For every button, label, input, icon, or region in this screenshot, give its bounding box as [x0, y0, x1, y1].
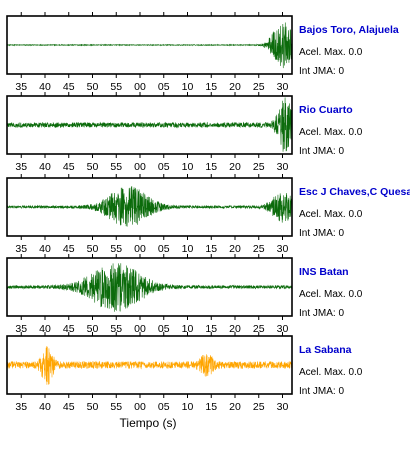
x-tick-label: 45 [63, 401, 75, 413]
x-tick-label: 00 [134, 401, 146, 413]
panel-frame [6, 15, 293, 75]
x-tick-label: 35 [15, 161, 27, 173]
x-tick-label: 55 [110, 323, 122, 335]
x-tick-label: 05 [158, 401, 170, 413]
x-tick-label: 30 [277, 81, 289, 93]
x-tick-label: 50 [87, 323, 99, 335]
x-tick-label: 55 [110, 401, 122, 413]
waveform-trace [7, 186, 292, 227]
x-tick-label: 15 [205, 81, 217, 93]
panel-frame [6, 257, 293, 317]
x-tick-label: 00 [134, 161, 146, 173]
panel-frame [6, 177, 293, 237]
max-acceleration-label: Acel. Max. 0.0 [299, 209, 363, 220]
x-tick-label: 05 [158, 161, 170, 173]
x-tick-label: 15 [205, 401, 217, 413]
x-tick-label: 15 [205, 161, 217, 173]
x-tick-label: 15 [205, 323, 217, 335]
x-tick-label: 40 [39, 81, 51, 93]
x-tick-label: 50 [87, 243, 99, 255]
x-tick-label: 00 [134, 243, 146, 255]
x-tick-label: 45 [63, 243, 75, 255]
seismogram-panel: 35 40 45 50 55 00 05 10 15 20 25 30 La Sabana Acel. M… [6, 332, 363, 413]
x-tick-label: 00 [134, 323, 146, 335]
x-tick-label: 05 [158, 81, 170, 93]
x-tick-label: 25 [253, 81, 265, 93]
station-name: INS Batan [299, 266, 349, 278]
waveform-trace [7, 263, 292, 312]
station-name: Bajos Toro, Alajuela [299, 24, 399, 36]
x-tick-label: 20 [229, 401, 241, 413]
station-name: Rio Cuarto [299, 104, 353, 116]
waveform-trace [7, 346, 292, 385]
x-tick-label: 35 [15, 401, 27, 413]
seismogram-panel: 35 40 45 50 55 00 05 10 15 20 25 30 Bajos Toro, Alaj… [6, 12, 399, 93]
max-acceleration-label: Acel. Max. 0.0 [299, 289, 363, 300]
x-tick-label: 20 [229, 243, 241, 255]
max-acceleration-label: Acel. Max. 0.0 [299, 367, 363, 378]
seismogram-panel: 35 40 45 50 55 00 05 10 15 20 25 30 Rio Cuarto Acel. … [6, 92, 363, 173]
x-tick-label: 30 [277, 161, 289, 173]
x-tick-label: 45 [63, 81, 75, 93]
seismogram-panels: 35 40 45 50 55 00 05 10 15 20 25 30 Bajos Toro, Alaj… [6, 12, 410, 413]
waveform-trace [7, 22, 292, 69]
x-tick-label: 10 [182, 161, 194, 173]
x-tick-label: 30 [277, 323, 289, 335]
x-tick-label: 40 [39, 401, 51, 413]
x-tick-label: 20 [229, 81, 241, 93]
x-tick-label: 20 [229, 161, 241, 173]
panel-frame [6, 95, 293, 155]
x-tick-label: 10 [182, 401, 194, 413]
x-tick-label: 45 [63, 323, 75, 335]
x-tick-label: 10 [182, 81, 194, 93]
x-tick-label: 50 [87, 81, 99, 93]
x-tick-label: 25 [253, 161, 265, 173]
x-tick-label: 10 [182, 243, 194, 255]
x-tick-label: 50 [87, 401, 99, 413]
panel-frame [6, 335, 293, 395]
seismogram-panel: 35 40 45 50 55 00 05 10 15 20 25 30 Esc J Chaves,C Q… [6, 174, 410, 255]
max-acceleration-label: Acel. Max. 0.0 [299, 127, 363, 138]
x-tick-label: 55 [110, 161, 122, 173]
x-tick-label: 25 [253, 323, 265, 335]
x-axis-title: Tiempo (s) [120, 416, 177, 430]
x-tick-label: 05 [158, 323, 170, 335]
seismogram-panel: 35 40 45 50 55 00 05 10 15 20 25 30 INS Batan Acel. M… [6, 254, 363, 335]
jma-intensity-label: Int JMA: 0 [299, 308, 344, 319]
x-tick-label: 40 [39, 243, 51, 255]
x-tick-label: 55 [110, 81, 122, 93]
jma-intensity-label: Int JMA: 0 [299, 66, 344, 77]
x-tick-label: 35 [15, 81, 27, 93]
x-tick-label: 05 [158, 243, 170, 255]
x-tick-label: 25 [253, 243, 265, 255]
x-tick-label: 20 [229, 323, 241, 335]
x-tick-label: 10 [182, 323, 194, 335]
x-tick-label: 30 [277, 401, 289, 413]
waveform-trace [7, 97, 292, 152]
x-tick-label: 15 [205, 243, 217, 255]
x-tick-label: 35 [15, 323, 27, 335]
x-tick-label: 40 [39, 161, 51, 173]
x-tick-label: 30 [277, 243, 289, 255]
jma-intensity-label: Int JMA: 0 [299, 146, 344, 157]
max-acceleration-label: Acel. Max. 0.0 [299, 47, 363, 58]
x-tick-label: 40 [39, 323, 51, 335]
station-name: La Sabana [299, 344, 352, 356]
station-name: Esc J Chaves,C Quesada [299, 186, 410, 198]
jma-intensity-label: Int JMA: 0 [299, 228, 344, 239]
x-tick-label: 50 [87, 161, 99, 173]
x-tick-label: 25 [253, 401, 265, 413]
x-tick-label: 00 [134, 81, 146, 93]
x-tick-label: 35 [15, 243, 27, 255]
x-tick-label: 45 [63, 161, 75, 173]
x-tick-label: 55 [110, 243, 122, 255]
jma-intensity-label: Int JMA: 0 [299, 386, 344, 397]
